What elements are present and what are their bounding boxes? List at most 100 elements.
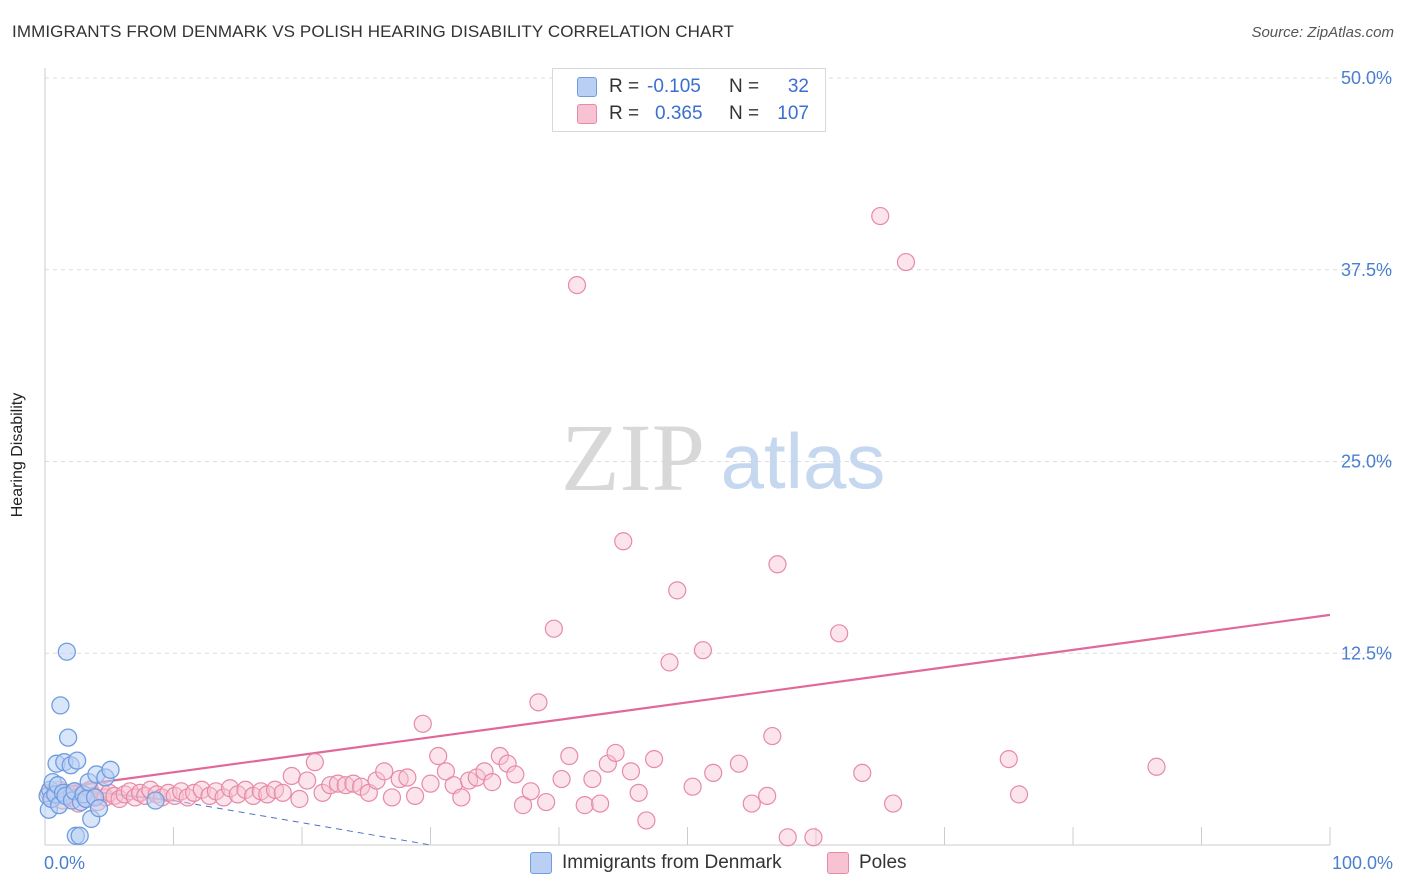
data-point-poles bbox=[421, 774, 440, 793]
data-point-poles bbox=[693, 641, 713, 660]
legend-r-value: 0.365 bbox=[655, 103, 703, 124]
x-tick-label: 0.0% bbox=[44, 853, 85, 873]
axes bbox=[44, 68, 1331, 846]
data-point-poles bbox=[583, 769, 602, 789]
data-point-poles bbox=[321, 776, 340, 795]
data-point-poles bbox=[282, 766, 301, 786]
data-point-poles bbox=[328, 774, 348, 793]
data-point-poles bbox=[336, 776, 355, 795]
data-point-poles bbox=[683, 777, 702, 796]
data-point-poles bbox=[830, 624, 849, 643]
data-point-poles bbox=[436, 762, 456, 781]
data-point-poles bbox=[575, 796, 594, 815]
data-point-poles bbox=[544, 619, 563, 638]
data-point-poles bbox=[537, 792, 556, 812]
data-point-denmark bbox=[89, 799, 109, 818]
legend-n-value: 32 bbox=[787, 76, 809, 97]
bottom-legend-denmark: Immigrants from Denmark bbox=[530, 852, 782, 874]
data-point-poles bbox=[704, 763, 723, 783]
data-point-poles bbox=[778, 828, 797, 847]
data-point-poles bbox=[298, 771, 317, 790]
data-point-poles bbox=[452, 788, 471, 807]
data-point-poles bbox=[506, 765, 525, 784]
data-point-poles bbox=[405, 786, 425, 806]
data-point-denmark bbox=[67, 751, 87, 770]
data-point-poles bbox=[390, 769, 409, 789]
y-tick-label: 25.0% bbox=[1341, 452, 1392, 472]
trend-lines bbox=[44, 613, 1331, 846]
bottom-legend-poles-label: Poles bbox=[859, 852, 907, 873]
y-tick-label: 12.5% bbox=[1341, 643, 1392, 663]
legend-r-label: R = bbox=[609, 76, 640, 97]
data-point-poles bbox=[115, 785, 134, 804]
data-point-poles bbox=[853, 763, 872, 783]
data-point-poles bbox=[413, 714, 432, 733]
data-point-poles bbox=[398, 768, 417, 787]
legend-swatch-poles bbox=[577, 104, 597, 124]
data-point-poles bbox=[871, 206, 890, 226]
watermark-atlas: atlas bbox=[721, 417, 886, 505]
data-point-poles bbox=[614, 532, 633, 551]
data-point-poles bbox=[668, 581, 687, 600]
data-point-poles bbox=[763, 726, 782, 746]
gridlines bbox=[45, 77, 1392, 654]
data-point-poles bbox=[375, 762, 394, 781]
data-point-poles bbox=[429, 746, 448, 766]
x-tick-label: 100.0% bbox=[1332, 853, 1393, 873]
data-point-poles bbox=[367, 771, 386, 790]
legend-n-value: 107 bbox=[777, 103, 809, 124]
bottom-swatch-poles bbox=[827, 852, 849, 874]
data-point-poles bbox=[273, 783, 292, 802]
data-point-poles bbox=[560, 746, 579, 766]
data-point-poles bbox=[729, 754, 749, 773]
data-point-poles bbox=[214, 788, 233, 807]
data-point-poles bbox=[768, 555, 787, 574]
y-tick-label: 37.5% bbox=[1341, 260, 1392, 280]
data-point-poles bbox=[606, 743, 625, 763]
data-point-poles bbox=[896, 252, 916, 272]
data-point-poles bbox=[382, 788, 402, 807]
data-point-poles bbox=[660, 653, 679, 672]
chart-source: Source: ZipAtlas.com bbox=[1251, 24, 1394, 41]
data-point-denmark bbox=[146, 791, 165, 810]
data-points bbox=[38, 206, 1166, 847]
data-point-poles bbox=[521, 782, 540, 801]
legend-n-label: N = bbox=[729, 76, 760, 97]
data-point-poles bbox=[883, 794, 903, 813]
watermark-zip: ZIP bbox=[561, 404, 705, 511]
data-point-poles bbox=[305, 753, 324, 772]
data-point-poles bbox=[621, 762, 641, 781]
data-point-poles bbox=[758, 786, 777, 806]
data-point-poles bbox=[742, 794, 761, 813]
data-point-poles bbox=[804, 828, 823, 847]
legend-row-poles: R = 0.365 N = 107 bbox=[577, 102, 809, 126]
data-point-poles bbox=[490, 746, 509, 766]
data-point-poles bbox=[513, 796, 533, 815]
legend-row-denmark: R = -0.105 N = 32 bbox=[577, 75, 809, 99]
bottom-swatch-denmark bbox=[530, 852, 552, 874]
data-point-poles bbox=[483, 773, 502, 792]
bottom-legend-denmark-label: Immigrants from Denmark bbox=[562, 852, 782, 873]
data-point-poles bbox=[290, 789, 309, 809]
data-point-denmark bbox=[51, 696, 70, 715]
y-tick-label: 50.0% bbox=[1341, 68, 1392, 88]
correlation-legend: R = -0.105 N = 32 R = 0.365 N = 107 bbox=[552, 68, 826, 132]
data-point-poles bbox=[313, 783, 332, 802]
data-point-poles bbox=[552, 769, 571, 789]
data-point-poles bbox=[591, 794, 610, 813]
data-point-denmark bbox=[70, 826, 89, 845]
data-point-denmark bbox=[57, 642, 76, 661]
data-point-poles bbox=[178, 788, 197, 807]
data-point-denmark bbox=[58, 728, 78, 747]
data-point-poles bbox=[1147, 757, 1166, 776]
legend-n-label: N = bbox=[729, 103, 760, 124]
trend-line-poles bbox=[44, 613, 1331, 791]
data-point-poles bbox=[999, 749, 1018, 769]
data-point-poles bbox=[1009, 785, 1029, 804]
data-point-poles bbox=[529, 693, 548, 712]
data-point-poles bbox=[637, 811, 656, 830]
chart-title: IMMIGRANTS FROM DENMARK VS POLISH HEARIN… bbox=[12, 22, 735, 41]
legend-r-label: R = bbox=[609, 103, 640, 124]
data-point-poles bbox=[644, 749, 664, 769]
